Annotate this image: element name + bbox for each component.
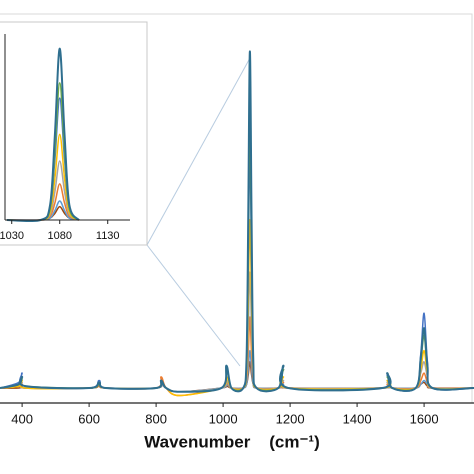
- inset-frame: [0, 21, 148, 246]
- zoom-line: [146, 57, 251, 246]
- x-tick-label: 1400: [343, 411, 372, 426]
- x-tick-label: 1080: [47, 230, 71, 242]
- x-tick-label: 1130: [96, 230, 120, 242]
- inset-line: [6, 47, 80, 222]
- x-tick-label: 400: [11, 411, 33, 426]
- spectrum-line: [0, 271, 474, 393]
- x-ticks: 400 600 800 1000 1200 1400 1600: [11, 403, 439, 426]
- x-tick-label: 1030: [0, 230, 24, 242]
- spectrum-line: [0, 50, 474, 393]
- spectrum-line: [0, 349, 474, 393]
- zoom-line: [146, 244, 241, 367]
- x-tick-label: 800: [145, 411, 167, 426]
- inset-x-ticks: 1030 1080 1130: [0, 220, 120, 242]
- spectrum-line: [0, 316, 474, 397]
- spectrum-line: [0, 218, 474, 397]
- x-tick-label: 1600: [410, 411, 439, 426]
- x-axis-label: Wavenumber (cm⁻¹): [144, 432, 320, 451]
- x-tick-label: 1000: [209, 411, 238, 426]
- x-tick-label: 600: [78, 411, 100, 426]
- main-plot: [0, 50, 474, 397]
- x-tick-label: 1200: [276, 411, 305, 426]
